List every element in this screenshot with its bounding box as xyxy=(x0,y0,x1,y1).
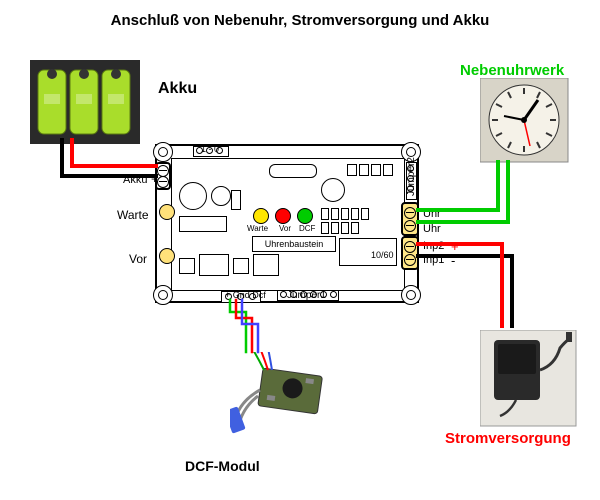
cap2 xyxy=(211,186,231,206)
r-row xyxy=(321,208,383,218)
chip-label-box: Uhrenbaustein xyxy=(252,236,336,252)
power-supply xyxy=(480,330,580,435)
side-label-1: + xyxy=(151,172,158,186)
dcf-module xyxy=(230,352,340,467)
r1 xyxy=(231,190,241,210)
led-2 xyxy=(297,208,313,224)
side-label-10: Jumper1 xyxy=(287,290,326,301)
ic1 xyxy=(179,216,227,232)
mounthole-br xyxy=(401,285,421,305)
side-label-13: 10/60 xyxy=(371,250,394,260)
side-label-3: Vor xyxy=(129,252,147,266)
mounthole-bl xyxy=(153,285,173,305)
side-label-0: Akku xyxy=(123,174,147,186)
label-akku: Akku xyxy=(158,80,197,98)
led-label-2: DCF xyxy=(299,224,315,233)
side-label-8: + xyxy=(451,239,459,254)
diode-row xyxy=(347,164,395,174)
r-row2 xyxy=(321,222,383,232)
side-label-14: + Gnd Dcf xyxy=(225,290,266,300)
clock-face xyxy=(480,78,570,169)
led-1 xyxy=(275,208,291,224)
side-label-5: Uhr xyxy=(423,223,441,235)
bottom-rects xyxy=(179,254,279,276)
side-label-2: Warte xyxy=(117,208,149,222)
side-label-12: 1 - 0 xyxy=(201,144,219,154)
side-label-6: Inp2 xyxy=(423,240,444,252)
side-label-4: Uhr xyxy=(423,208,441,220)
led-0 xyxy=(253,208,269,224)
cap3 xyxy=(321,178,345,202)
warte-button xyxy=(159,204,175,220)
side-label-7: Inp1 xyxy=(423,254,444,266)
pcb-board: Uhrenbaustein xyxy=(155,144,419,303)
battery-pack xyxy=(30,60,150,155)
led-label-1: Vor xyxy=(279,224,291,233)
crystal xyxy=(269,164,317,178)
cap1 xyxy=(179,182,207,210)
mounthole-tl xyxy=(153,142,173,162)
vor-button xyxy=(159,248,175,264)
uhr-terminal xyxy=(401,202,419,236)
chip-label-text: Uhrenbaustein xyxy=(265,239,324,249)
diagram-title: Anschluß von Nebenuhr, Stromversorgung u… xyxy=(0,12,600,29)
inp-terminal xyxy=(401,236,419,270)
label-nebenuhr: Nebenuhrwerk xyxy=(460,62,564,79)
led-label-0: Warte xyxy=(247,224,268,233)
side-label-11: Jumper2 xyxy=(406,157,417,196)
side-label-9: - xyxy=(451,253,455,268)
